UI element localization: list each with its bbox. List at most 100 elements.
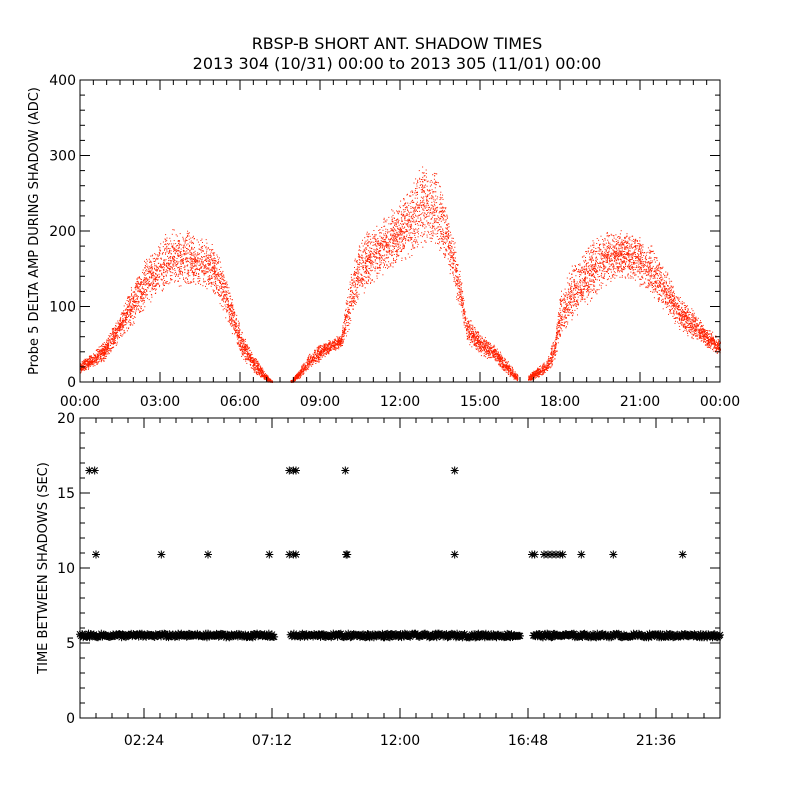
top-data-point [238, 343, 240, 345]
top-data-point [230, 314, 231, 316]
top-data-point [156, 267, 158, 269]
top-data-point [458, 274, 460, 275]
top-data-point [457, 287, 459, 289]
top-data-point [96, 349, 98, 350]
top-data-point [177, 253, 179, 255]
top-data-point [229, 318, 231, 320]
top-data-point [208, 281, 209, 283]
top-data-point [129, 302, 131, 304]
top-data-point [440, 218, 442, 220]
top-data-point [474, 336, 476, 338]
top-data-point [167, 270, 169, 272]
top-data-point [134, 305, 136, 307]
top-data-point [451, 256, 453, 258]
top-data-point [226, 310, 228, 312]
top-data-point [401, 233, 403, 235]
top-data-point [217, 259, 219, 261]
top-data-point [423, 206, 425, 208]
top-data-point [130, 309, 132, 311]
top-data-point [445, 207, 447, 209]
top-data-point [216, 274, 218, 276]
top-data-point [345, 328, 347, 330]
top-data-point [168, 283, 170, 285]
top-data-point [499, 363, 501, 365]
top-data-point [365, 265, 367, 267]
top-data-point [139, 291, 141, 292]
top-data-point [343, 334, 345, 336]
top-data-point [229, 295, 231, 297]
top-data-point [122, 324, 124, 326]
top-data-point [129, 306, 131, 308]
top-data-point [172, 267, 173, 269]
top-data-point [223, 297, 225, 299]
top-data-point [126, 311, 128, 313]
top-data-point [114, 334, 116, 336]
top-data-point [481, 342, 483, 343]
top-data-point [344, 329, 346, 330]
top-data-point [80, 368, 82, 370]
top-data-point [479, 344, 480, 346]
top-data-point [147, 282, 149, 284]
top-data-point [269, 379, 271, 380]
top-data-point [229, 309, 231, 311]
top-data-point [440, 210, 442, 212]
top-data-point [140, 297, 142, 299]
top-data-point [141, 279, 142, 281]
top-data-point [431, 181, 433, 183]
top-data-point [220, 291, 222, 293]
top-data-point [85, 365, 87, 367]
top-data-point [262, 376, 264, 378]
top-data-point [393, 260, 395, 261]
top-data-point [160, 243, 162, 245]
top-data-point [499, 361, 501, 363]
top-data-point [403, 213, 404, 215]
top-data-point [85, 360, 87, 362]
top-data-point [119, 318, 121, 320]
top-data-point [152, 279, 154, 281]
top-data-point [438, 219, 440, 221]
top-data-point [505, 358, 506, 360]
top-data-point [501, 355, 503, 357]
top-data-point [243, 349, 245, 351]
top-data-point [188, 232, 190, 234]
top-data-point [327, 344, 329, 346]
top-data-point [232, 306, 234, 308]
top-data-point [161, 258, 162, 260]
top-data-point [242, 346, 244, 347]
top-data-point [116, 331, 118, 333]
top-data-point [357, 276, 359, 278]
top-data-point [230, 319, 232, 321]
top-data-point [157, 269, 159, 271]
top-data-point [124, 331, 126, 333]
top-data-point [135, 285, 137, 287]
top-data-point [434, 209, 436, 211]
top-data-point [246, 353, 248, 355]
top-data-point [193, 252, 195, 254]
top-data-point [413, 240, 414, 242]
top-data-point [130, 313, 132, 314]
top-data-point [364, 267, 366, 269]
top-data-point [126, 309, 128, 311]
top-data-point [227, 306, 229, 308]
top-data-point [232, 310, 234, 312]
top-data-point [382, 274, 384, 276]
top-data-point [174, 269, 176, 271]
top-data-point [104, 345, 106, 347]
top-data-point [144, 281, 146, 283]
top-data-point [241, 339, 243, 341]
top-data-point [500, 363, 502, 365]
top-data-point [83, 364, 85, 365]
top-data-point [187, 260, 189, 262]
top-data-point [202, 250, 204, 252]
top-data-point [128, 314, 130, 316]
top-data-point [173, 273, 175, 275]
top-data-point [169, 263, 171, 265]
top-data-point [150, 273, 152, 275]
top-data-point [396, 252, 398, 254]
top-data-point [252, 362, 254, 364]
top-data-point [267, 375, 269, 377]
top-data-point [99, 358, 101, 360]
top-data-point [80, 369, 82, 371]
top-data-point [258, 371, 260, 373]
top-data-point [234, 320, 236, 322]
